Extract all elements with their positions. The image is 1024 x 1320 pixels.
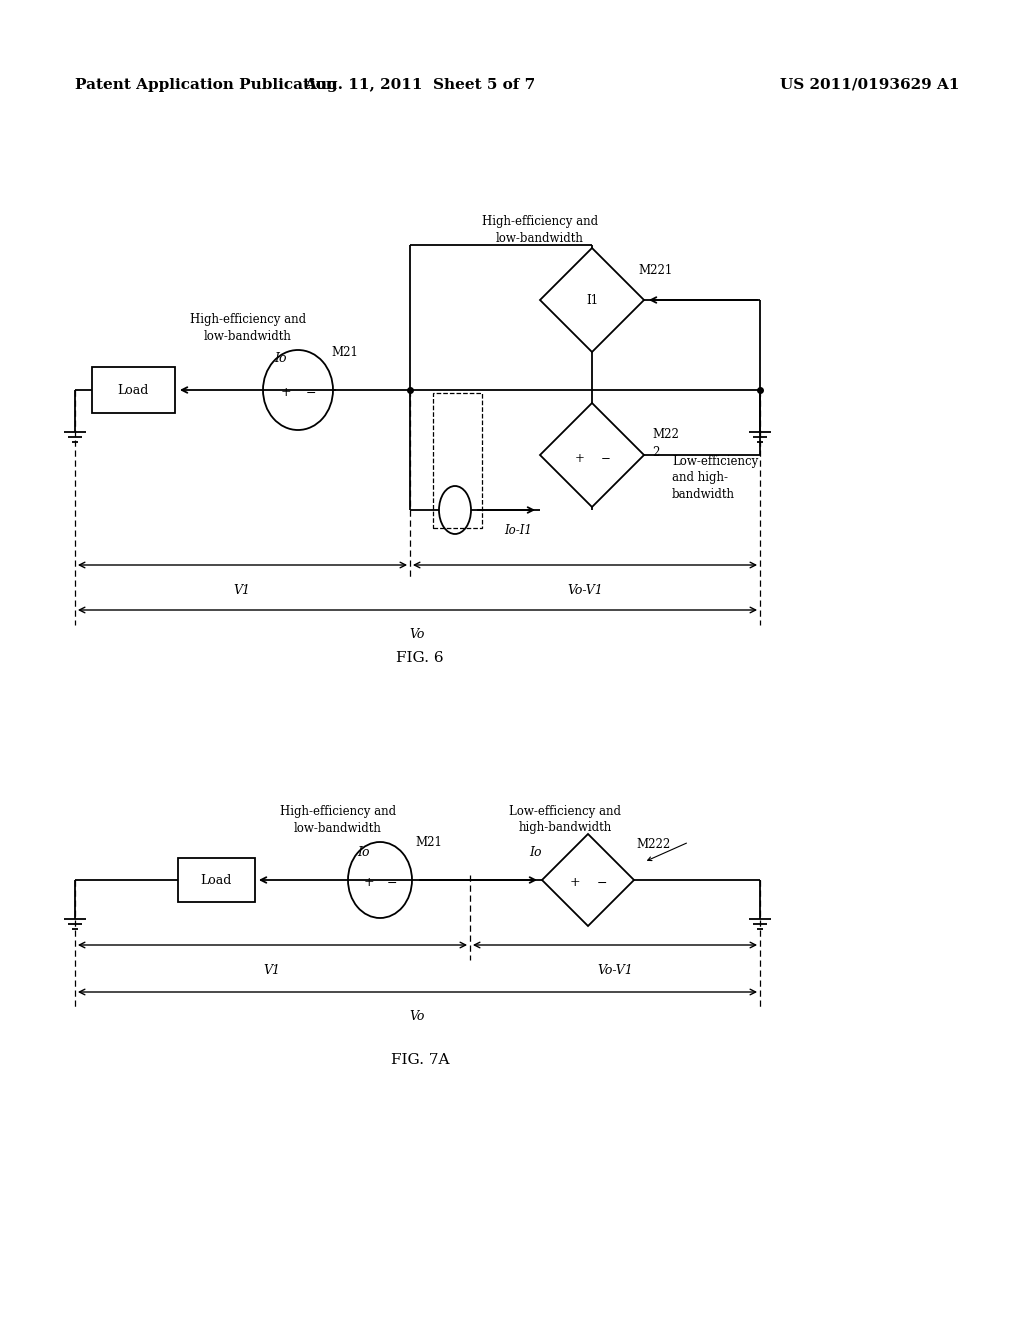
Text: and high-: and high- (672, 471, 728, 484)
Text: High-efficiency and: High-efficiency and (482, 215, 598, 228)
Text: low-bandwidth: low-bandwidth (294, 821, 382, 834)
Text: Patent Application Publication: Patent Application Publication (75, 78, 337, 92)
Text: +: + (569, 876, 581, 890)
Text: Low-efficiency and: Low-efficiency and (509, 805, 621, 818)
Text: V1: V1 (233, 583, 251, 597)
Text: 2: 2 (652, 446, 659, 458)
Text: low-bandwidth: low-bandwidth (204, 330, 292, 342)
Bar (92, 367, 175, 413)
Text: Low-efficiency: Low-efficiency (672, 455, 758, 469)
Text: −: − (387, 876, 397, 890)
Text: M221: M221 (638, 264, 672, 276)
Text: bandwidth: bandwidth (672, 487, 735, 500)
Text: +: + (281, 387, 291, 400)
Text: Io: Io (356, 846, 370, 858)
Text: −: − (306, 387, 316, 400)
Text: M21: M21 (415, 836, 442, 849)
Bar (178, 858, 255, 902)
Text: Io-I1: Io-I1 (504, 524, 531, 536)
Text: FIG. 6: FIG. 6 (396, 651, 443, 665)
Text: high-bandwidth: high-bandwidth (518, 821, 611, 834)
Text: +: + (364, 876, 375, 890)
Text: Load: Load (118, 384, 148, 396)
Text: I1: I1 (586, 293, 598, 306)
Text: Vo-V1: Vo-V1 (567, 583, 603, 597)
Text: Io: Io (273, 351, 287, 364)
Text: High-efficiency and: High-efficiency and (280, 805, 396, 818)
Text: low-bandwidth: low-bandwidth (496, 231, 584, 244)
Text: −: − (601, 451, 611, 465)
Text: FIG. 7A: FIG. 7A (391, 1053, 450, 1067)
Text: M222: M222 (636, 838, 671, 851)
Bar (433, 393, 482, 528)
Text: Aug. 11, 2011  Sheet 5 of 7: Aug. 11, 2011 Sheet 5 of 7 (304, 78, 536, 92)
Text: US 2011/0193629 A1: US 2011/0193629 A1 (780, 78, 961, 92)
Text: Load: Load (201, 874, 231, 887)
Text: M22: M22 (652, 429, 679, 441)
Text: −: − (597, 876, 607, 890)
Text: Vo: Vo (410, 628, 425, 642)
Text: Vo: Vo (410, 1011, 425, 1023)
Text: Vo-V1: Vo-V1 (597, 964, 633, 977)
Text: Io: Io (528, 846, 542, 858)
Text: High-efficiency and: High-efficiency and (189, 314, 306, 326)
Text: M21: M21 (332, 346, 358, 359)
Text: +: + (575, 451, 585, 465)
Text: V1: V1 (263, 964, 281, 977)
